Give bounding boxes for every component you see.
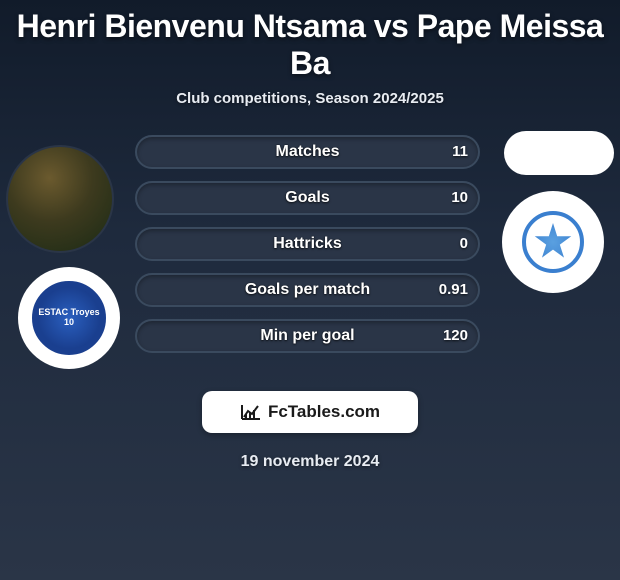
brand-badge: FcTables.com: [202, 391, 418, 433]
brand-text: FcTables.com: [268, 402, 380, 422]
stats-area: ESTAC Troyes 10 Matches 11 Goals 10 Ha: [0, 135, 620, 375]
player-right-avatar: [504, 131, 614, 175]
stat-row: Goals per match 0.91: [135, 273, 480, 307]
stat-value-right: 0.91: [439, 273, 468, 307]
date-label: 19 november 2024: [0, 453, 620, 471]
stat-label: Goals per match: [135, 273, 480, 307]
club-right-logo: [522, 211, 584, 273]
stat-row: Min per goal 120: [135, 319, 480, 353]
stat-row: Goals 10: [135, 181, 480, 215]
stat-value-right: 10: [451, 181, 468, 215]
stat-label: Min per goal: [135, 319, 480, 353]
stat-label: Goals: [135, 181, 480, 215]
stat-row: Matches 11: [135, 135, 480, 169]
chart-icon: [240, 403, 262, 421]
subtitle: Club competitions, Season 2024/2025: [0, 90, 620, 107]
page-title: Henri Bienvenu Ntsama vs Pape Meissa Ba: [0, 8, 620, 82]
stat-value-right: 120: [443, 319, 468, 353]
club-left-badge: ESTAC Troyes 10: [18, 267, 120, 369]
club-right-badge: [502, 191, 604, 293]
club-left-label: ESTAC Troyes 10: [32, 281, 106, 355]
stat-row: Hattricks 0: [135, 227, 480, 261]
comparison-card: Henri Bienvenu Ntsama vs Pape Meissa Ba …: [0, 0, 620, 580]
stat-label: Matches: [135, 135, 480, 169]
stat-bars: Matches 11 Goals 10 Hattricks 0 Goals pe…: [135, 135, 480, 365]
stat-value-right: 0: [460, 227, 468, 261]
stat-label: Hattricks: [135, 227, 480, 261]
player-left-avatar: [6, 145, 114, 253]
stat-value-right: 11: [452, 135, 468, 169]
